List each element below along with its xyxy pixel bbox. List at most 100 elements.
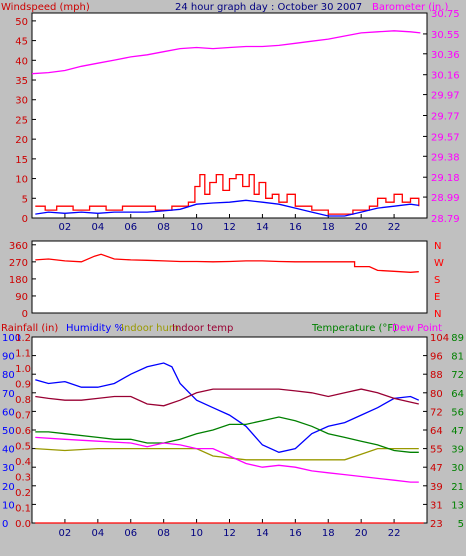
dew-point-tick-label: 13 — [451, 500, 464, 511]
x-tick-label: 20 — [355, 528, 368, 539]
humidity-tick-label: 20 — [2, 482, 15, 493]
x-tick-label: 20 — [355, 222, 368, 233]
x-tick-label: 22 — [388, 528, 401, 539]
rainfall-tick-label: 0.4 — [15, 457, 31, 468]
right-tick-label: 28.99 — [431, 193, 460, 204]
x-tick-label: 08 — [157, 222, 170, 233]
plot1-x-ticks: 02 04 06 08 10 12 14 16 18 20 22 — [59, 214, 401, 233]
plot1-title: 24 hour graph day : October 30 2007 — [175, 2, 362, 13]
rainfall-tick-label: 0.5 — [15, 442, 31, 453]
temperature-tick-label: 64 — [430, 426, 443, 437]
plot3-area — [31, 336, 428, 524]
temperature-tick-label: 39 — [430, 482, 443, 493]
rainfall-tick-label: 1.2 — [15, 333, 31, 344]
x-tick-label: 14 — [256, 528, 269, 539]
dew-point-tick-label: 89 — [451, 333, 464, 344]
dew-point-tick-label: 5 — [458, 519, 464, 530]
right-tick-label: 29.18 — [431, 173, 460, 184]
plot2-area — [31, 240, 428, 314]
legend-humidity: Humidity % — [66, 323, 124, 334]
plot1-left-axis-label: Windspeed (mph) — [1, 2, 90, 13]
left-tick-label: 45 — [15, 37, 28, 48]
temperature-tick-label: 72 — [430, 407, 443, 418]
plot2-left-ticks: 0 90 180 270 360 — [9, 241, 36, 320]
compass-label: N — [434, 241, 441, 252]
right-tick-label: 30.16 — [431, 71, 460, 82]
series-line-0 — [35, 253, 419, 273]
x-tick-label: 04 — [91, 222, 104, 233]
plot1-series — [31, 30, 421, 217]
dew-point-tick-label: 21 — [451, 482, 464, 493]
temperature-tick-label: 47 — [430, 463, 443, 474]
left-tick-label: 10 — [15, 175, 28, 186]
dew-point-tick-label: 72 — [451, 370, 464, 381]
x-tick-label: 18 — [322, 528, 335, 539]
temperature-tick-label: 80 — [430, 389, 443, 400]
left-tick-label: 35 — [15, 76, 28, 87]
temperature-tick-label: 31 — [430, 500, 443, 511]
right-tick-label: 30.55 — [431, 30, 460, 41]
x-tick-label: 14 — [256, 222, 269, 233]
dir-tick-label: 180 — [9, 275, 28, 286]
x-tick-label: 10 — [190, 528, 203, 539]
humidity-tick-label: 90 — [2, 352, 15, 363]
right-tick-label: 28.79 — [431, 214, 460, 225]
right-tick-label: 29.57 — [431, 132, 460, 143]
compass-label: S — [434, 275, 440, 286]
right-tick-label: 30.75 — [431, 9, 460, 20]
dir-tick-label: 90 — [15, 292, 28, 303]
plot1-right-ticks: 28.79 28.99 29.18 29.38 29.57 29.77 29.97 30.16… — [423, 9, 460, 225]
humidity-tick-label: 80 — [2, 370, 15, 381]
series-line-1 — [35, 173, 420, 215]
left-tick-label: 40 — [15, 56, 28, 67]
x-tick-label: 22 — [388, 222, 401, 233]
legend-rainfall: Rainfall (in) — [1, 323, 58, 334]
legend-temperature: Temperature (°F) — [311, 323, 397, 334]
x-tick-label: 06 — [124, 222, 137, 233]
humidity-tick-label: 40 — [2, 445, 15, 456]
left-tick-label: 30 — [15, 96, 28, 107]
dew-point-tick-label: 64 — [451, 389, 464, 400]
dew-point-tick-label: 56 — [451, 407, 464, 418]
left-tick-label: 5 — [22, 194, 28, 205]
legend-dew-point: Dew Point — [392, 323, 442, 334]
dew-point-tick-label: 47 — [451, 426, 464, 437]
right-tick-label: 29.97 — [431, 91, 460, 102]
rainfall-tick-label: 0.1 — [15, 504, 31, 515]
x-tick-label: 16 — [289, 528, 302, 539]
rainfall-tick-label: 1.1 — [15, 349, 31, 360]
plot3-axis-ticks: 0 10 20 30 40 50 60 70 80 90 100 0.0 0.1 0.2 0.3 0.4 0.5… — [2, 333, 464, 530]
dir-tick-label: 270 — [9, 258, 28, 269]
x-tick-label: 12 — [223, 222, 236, 233]
temperature-tick-label: 23 — [430, 519, 443, 530]
rainfall-tick-label: 0.8 — [15, 395, 31, 406]
temperature-tick-label: 55 — [430, 445, 443, 456]
x-tick-label: 18 — [322, 222, 335, 233]
series-line-2 — [35, 388, 419, 407]
legend-indoor-temp: Indoor temp — [172, 323, 233, 334]
series-line-2 — [35, 199, 419, 217]
x-tick-label: 04 — [91, 528, 104, 539]
x-tick-label: 02 — [59, 528, 72, 539]
rainfall-tick-label: 0.7 — [15, 411, 31, 422]
x-tick-label: 16 — [289, 222, 302, 233]
dir-tick-label: 0 — [22, 309, 28, 320]
right-tick-label: 29.77 — [431, 112, 460, 123]
right-tick-label: 29.38 — [431, 152, 460, 163]
temperature-tick-label: 104 — [430, 333, 449, 344]
rainfall-tick-label: 0.6 — [15, 426, 31, 437]
x-tick-label: 02 — [59, 222, 72, 233]
plot1-left-ticks: 0 5 10 15 20 25 30 35 40 45 50 — [15, 17, 36, 225]
x-tick-label: 08 — [157, 528, 170, 539]
plot1-right-axis-label: Barometer (in.) — [372, 2, 448, 13]
rainfall-tick-label: 0.0 — [15, 519, 31, 530]
series-line-0 — [31, 30, 421, 75]
series-line-1 — [35, 447, 419, 461]
x-tick-label: 06 — [124, 528, 137, 539]
rainfall-tick-label: 1.0 — [15, 364, 31, 375]
left-tick-label: 25 — [15, 115, 28, 126]
left-tick-label: 50 — [15, 17, 28, 28]
plot3-x-ticks: 02 04 06 08 10 12 14 16 18 20 22 — [59, 519, 401, 539]
